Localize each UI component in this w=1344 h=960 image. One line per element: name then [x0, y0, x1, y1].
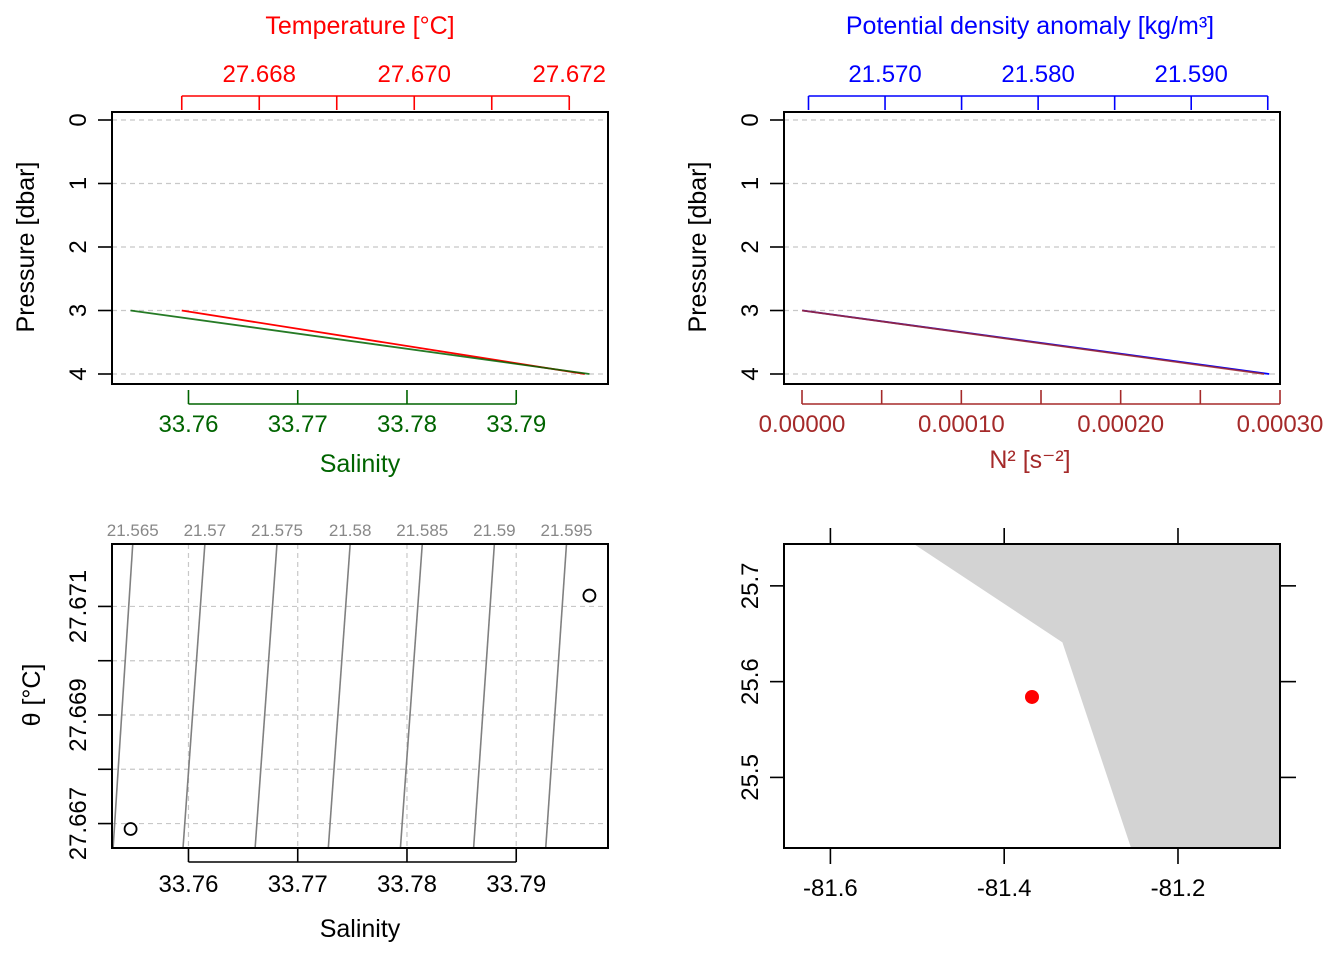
ts-point [123, 822, 138, 836]
isopycnal-label: 21.585 [396, 521, 448, 540]
map-x-tick-label: -81.2 [1151, 875, 1206, 902]
ts-profile-series-bottom [130, 309, 590, 375]
ts-profile-pressure-tick-label: 2 [65, 240, 92, 253]
map-frame [783, 543, 1281, 849]
map-x-tick-label: -81.4 [977, 875, 1032, 902]
density-profile-plot-frame [783, 111, 1281, 385]
density-profile-pressure-tick-label: 1 [737, 177, 764, 190]
ts-profile-pressure-tick-label: 1 [65, 177, 92, 190]
ts-profile-pressure-tick-label: 3 [65, 304, 92, 317]
density-profile-bottom-tick-label: 0.00010 [918, 411, 1005, 438]
ts-x-tick-label: 33.77 [268, 871, 328, 898]
isopycnal-label: 21.59 [473, 521, 516, 540]
isopycnal-label: 21.565 [107, 521, 159, 540]
isopycnal-line [112, 543, 134, 849]
ts-profile-bottom-tick-label: 33.77 [268, 411, 328, 438]
ts-profile-bottom-tick-label: 33.76 [158, 411, 218, 438]
density-profile-pressure-tick-label: 0 [737, 113, 764, 126]
density-profile-pressure-tick-label: 2 [737, 240, 764, 253]
ts-profile-top-tick-label: 27.668 [223, 61, 296, 88]
station-marker [1025, 689, 1039, 704]
land-polygon [913, 544, 1280, 848]
ts-y-tick-label: 27.669 [65, 678, 92, 751]
density-profile-top-tick-label: 21.570 [848, 61, 921, 88]
density-profile-top-tick-label: 21.590 [1155, 61, 1228, 88]
ts-profile-pressure-tick-label: 0 [65, 113, 92, 126]
density-profile-pressure-tick-label: 3 [737, 304, 764, 317]
isopycnal-label: 21.58 [329, 521, 372, 540]
ts-plot-frame [111, 543, 609, 849]
pressure-axis-label: Pressure [dbar] [12, 162, 40, 333]
density-profile-bottom-tick-label: 0.00030 [1237, 411, 1324, 438]
isopycnal-label: 21.575 [251, 521, 303, 540]
ts-profile-top-tick-label: 27.672 [533, 61, 606, 88]
isopycnal-label: 21.595 [540, 521, 592, 540]
salinity-axis-label: Salinity [320, 450, 401, 478]
ts-salinity-axis-label: Salinity [320, 915, 401, 943]
theta-axis-label: θ [°C] [18, 664, 46, 727]
isopycnal-line [182, 543, 206, 849]
panel-station-map: -81.6 -81.4 -81.2 25.5 25.6 25.7 [737, 528, 1296, 902]
isopycnal-line [254, 543, 278, 849]
panel-density-n2-profile: Potential density anomaly [kg/m³] N² [s⁻… [684, 12, 1323, 474]
panel-temperature-salinity-profile: Temperature [°C] Salinity Pressure [dbar… [12, 12, 609, 478]
map-x-tick-label: -81.6 [803, 875, 858, 902]
ts-y-tick-label: 27.671 [65, 570, 92, 643]
isopycnal-line [472, 543, 496, 849]
isopycnal-label: 21.57 [184, 521, 227, 540]
ts-point [582, 588, 597, 603]
density-profile-bottom-tick-label: 0.00000 [759, 411, 846, 438]
density-profile-pressure-tick-label: 4 [737, 367, 764, 380]
ts-profile-pressure-tick-label: 4 [65, 367, 92, 380]
ts-profile-bottom-tick-label: 33.78 [377, 411, 437, 438]
map-y-tick-label: 25.6 [737, 658, 764, 705]
map-y-tick-label: 25.5 [737, 754, 764, 801]
panel-ts-diagram: Salinity θ [°C] 21.565 21.57 21.575 21.58 21… [18, 521, 609, 943]
ts-y-tick-label: 27.667 [65, 787, 92, 860]
ts-profile-bottom-tick-label: 33.79 [486, 411, 546, 438]
ts-x-tick-label: 33.76 [158, 871, 218, 898]
temperature-axis-label: Temperature [°C] [265, 12, 454, 40]
isopycnal-line [399, 543, 424, 849]
density-profile-bottom-tick-label: 0.00020 [1077, 411, 1164, 438]
ts-x-tick-label: 33.78 [377, 871, 437, 898]
ts-profile-top-tick-label: 27.670 [378, 61, 451, 88]
isopycnal-line [544, 543, 568, 849]
map-y-tick-label: 25.7 [737, 562, 764, 609]
density-profile-top-tick-label: 21.580 [1001, 61, 1074, 88]
density-profile-series-bottom [801, 309, 1265, 375]
isopycnal-line [327, 543, 351, 849]
ts-profile-plot-frame [111, 111, 609, 385]
ts-x-tick-label: 33.79 [486, 871, 546, 898]
density-axis-label: Potential density anomaly [kg/m³] [846, 12, 1214, 40]
n2-axis-label: N² [s⁻²] [989, 446, 1070, 474]
pressure-axis-label-2: Pressure [dbar] [684, 162, 712, 333]
